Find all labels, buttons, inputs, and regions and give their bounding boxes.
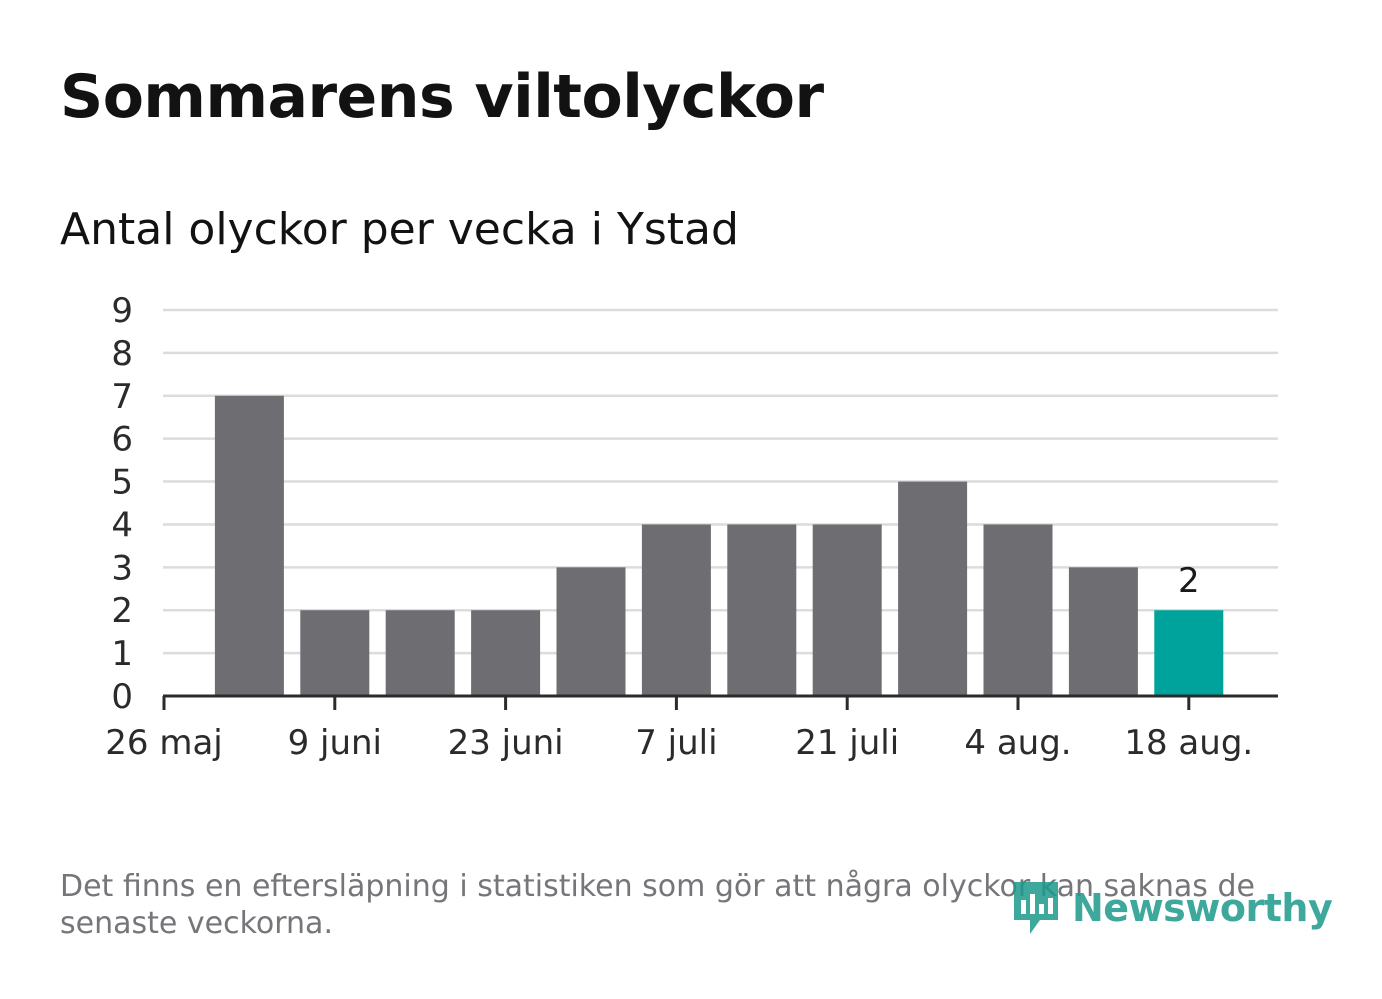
x-tick-label: 7 juli	[635, 723, 717, 763]
y-tick-label: 8	[111, 334, 133, 374]
y-tick-label: 1	[111, 634, 133, 674]
bar	[300, 610, 370, 696]
bar	[214, 395, 284, 696]
x-axis: 26 maj 9 juni 23 juni 7 juli 21 juli 4 aug. 18…	[105, 694, 1278, 763]
bar	[727, 524, 797, 696]
bars	[214, 395, 1224, 696]
y-tick-label: 9	[111, 291, 133, 331]
newsworthy-logo-text: Newsworthy	[1072, 886, 1333, 930]
bar	[983, 524, 1053, 696]
bar	[385, 610, 455, 696]
x-tick-label: 26 maj	[105, 723, 222, 763]
x-tick-label: 23 juni	[448, 723, 564, 763]
y-tick-label: 2	[111, 591, 133, 631]
y-tick-label: 3	[111, 548, 133, 588]
bar	[556, 567, 626, 696]
y-tick-label: 5	[111, 463, 133, 503]
x-tick-label: 18 aug.	[1124, 723, 1253, 763]
y-tick-label: 4	[111, 505, 133, 545]
data-labels: 2	[1178, 561, 1200, 601]
y-tick-label: 7	[111, 377, 133, 417]
y-tick-label: 6	[111, 420, 133, 460]
x-tick-label: 21 juli	[795, 723, 899, 763]
bar	[898, 481, 968, 696]
newsworthy-logo-icon	[1014, 882, 1058, 934]
y-tick-label: 0	[111, 677, 133, 717]
bar	[812, 524, 882, 696]
bar	[471, 610, 541, 696]
x-tick-label: 9 juni	[288, 723, 382, 763]
bar	[641, 524, 711, 696]
chart-title: Sommarens viltolyckor	[60, 62, 824, 132]
bar	[1068, 567, 1138, 696]
newsworthy-logo[interactable]: Newsworthy	[1010, 876, 1333, 940]
chart-subtitle: Antal olyckor per vecka i Ystad	[60, 204, 739, 255]
x-tick-label: 4 aug.	[964, 723, 1071, 763]
bar-highlight	[1154, 610, 1224, 696]
gridlines	[163, 308, 1278, 655]
data-label: 2	[1178, 561, 1200, 601]
